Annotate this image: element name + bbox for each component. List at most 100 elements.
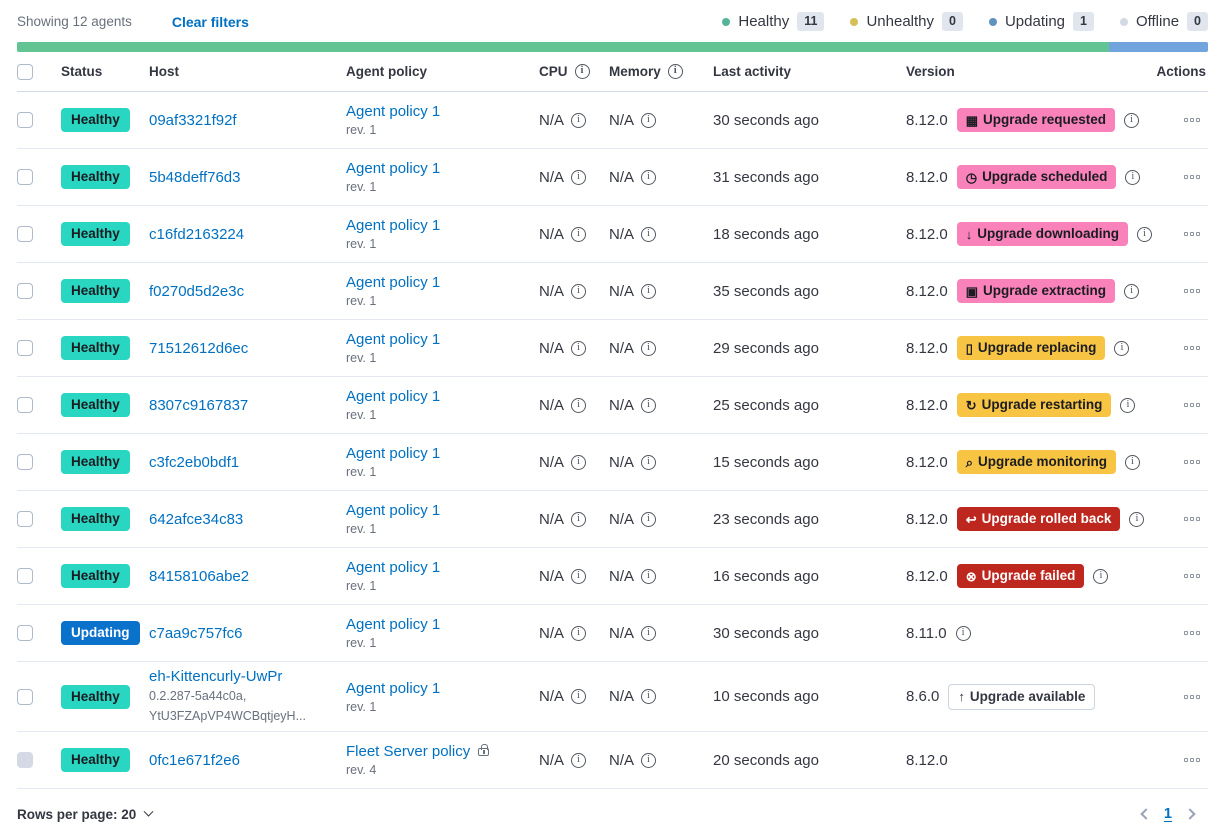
info-icon[interactable] [641, 169, 657, 185]
last-activity-value: 10 seconds ago [713, 688, 819, 706]
agent-policy-link[interactable]: Agent policy 1 [346, 388, 441, 405]
row-checkbox[interactable] [17, 511, 33, 527]
upgrade-info-icon[interactable] [1129, 511, 1145, 527]
host-link[interactable]: c16fd2163224 [149, 225, 245, 243]
info-icon[interactable] [571, 454, 587, 470]
page-number-button[interactable]: 1 [1163, 806, 1172, 823]
legend-item-offline[interactable]: Offline 0 [1119, 12, 1208, 31]
upgrade-info-icon[interactable] [1124, 283, 1140, 299]
agent-policy-link[interactable]: Agent policy 1 [346, 679, 441, 697]
row-checkbox[interactable] [17, 340, 33, 356]
row-actions-button[interactable] [1182, 169, 1202, 185]
info-icon[interactable] [571, 568, 587, 584]
info-icon[interactable] [667, 64, 683, 79]
info-icon[interactable] [571, 689, 587, 705]
host-link[interactable]: 5b48deff76d3 [149, 168, 241, 186]
info-icon[interactable] [641, 112, 657, 128]
row-actions-button[interactable] [1182, 454, 1202, 470]
legend-item-healthy[interactable]: Healthy 11 [722, 12, 825, 31]
info-icon[interactable] [571, 511, 587, 527]
row-actions-button[interactable] [1182, 752, 1202, 768]
info-icon[interactable] [641, 454, 657, 470]
row-actions-button[interactable] [1182, 112, 1202, 128]
select-all-checkbox[interactable] [17, 63, 33, 80]
info-icon[interactable] [641, 226, 657, 242]
row-checkbox[interactable] [17, 625, 33, 641]
cpu-value: N/A [539, 751, 565, 769]
host-link[interactable]: 8307c9167837 [149, 396, 249, 414]
info-icon[interactable] [571, 112, 587, 128]
info-icon[interactable] [641, 283, 657, 299]
upgrade-info-icon[interactable] [1120, 397, 1136, 413]
previous-page-button[interactable] [1140, 808, 1152, 820]
upgrade-status-badge: ▣ Upgrade extracting [956, 278, 1116, 304]
row-actions-button[interactable] [1182, 397, 1202, 413]
upgrade-badge-label: Upgrade requested [983, 111, 1107, 127]
agent-policy-link[interactable]: Agent policy 1 [346, 445, 441, 462]
host-link[interactable]: eh-Kittencurly-UwPr [149, 668, 283, 685]
clear-filters-link[interactable]: Clear filters [171, 13, 249, 30]
next-page-button[interactable] [1184, 808, 1196, 820]
agent-policy-link[interactable]: Agent policy 1 [346, 217, 441, 234]
info-icon[interactable] [571, 226, 587, 242]
info-icon[interactable] [641, 340, 657, 356]
row-checkbox[interactable] [17, 112, 33, 128]
upgrade-info-icon[interactable] [1125, 169, 1141, 185]
upgrade-info-icon[interactable] [1093, 568, 1109, 584]
row-actions-button[interactable] [1182, 625, 1202, 641]
info-icon[interactable] [641, 689, 657, 705]
info-icon[interactable] [641, 511, 657, 527]
info-icon[interactable] [641, 752, 657, 768]
upgrade-info-icon[interactable] [1114, 340, 1130, 356]
version-value: 8.12.0 [906, 510, 948, 528]
row-checkbox[interactable] [17, 283, 33, 299]
info-icon[interactable] [571, 169, 587, 185]
row-actions-button[interactable] [1182, 226, 1202, 242]
row-actions-button[interactable] [1182, 283, 1202, 299]
host-link[interactable]: 71512612d6ec [149, 339, 249, 357]
upgrade-info-icon[interactable] [1125, 454, 1140, 470]
info-icon[interactable] [571, 283, 587, 299]
agent-policy-link[interactable]: Agent policy 1 [346, 559, 441, 576]
host-link[interactable]: 642afce34c83 [149, 510, 244, 528]
rows-per-page-button[interactable]: Rows per page: 20 [17, 806, 154, 822]
legend-item-updating[interactable]: Updating 1 [988, 12, 1094, 31]
row-checkbox[interactable] [17, 169, 33, 185]
row-checkbox[interactable] [17, 752, 33, 769]
info-icon[interactable] [574, 64, 590, 79]
row-actions-button[interactable] [1182, 511, 1202, 527]
info-icon[interactable] [571, 340, 587, 356]
host-link[interactable]: c3fc2eb0bdf1 [149, 453, 240, 471]
upgrade-badge-label: Upgrade rolled back [981, 510, 1112, 526]
agent-policy-link[interactable]: Agent policy 1 [346, 502, 441, 519]
row-checkbox[interactable] [17, 688, 33, 705]
agent-policy-link[interactable]: Agent policy 1 [346, 616, 441, 633]
row-actions-button[interactable] [1182, 568, 1202, 584]
agent-policy-link[interactable]: Agent policy 1 [346, 331, 441, 348]
info-icon[interactable] [641, 568, 657, 584]
host-link[interactable]: 84158106abe2 [149, 567, 250, 585]
host-link[interactable]: 09af3321f92f [149, 111, 237, 129]
info-icon[interactable] [571, 625, 587, 641]
info-icon[interactable] [641, 397, 657, 413]
host-link[interactable]: f0270d5d2e3c [149, 282, 245, 300]
row-actions-button[interactable] [1182, 689, 1202, 705]
agent-policy-link[interactable]: Agent policy 1 [346, 160, 441, 177]
row-checkbox[interactable] [17, 568, 33, 584]
agent-policy-link[interactable]: Agent policy 1 [346, 103, 441, 120]
agent-policy-link[interactable]: Agent policy 1 [346, 274, 441, 291]
host-link[interactable]: 0fc1e671f2e6 [149, 751, 240, 769]
host-link[interactable]: c7aa9c757fc6 [149, 624, 243, 642]
version-info-icon[interactable] [955, 625, 971, 641]
row-checkbox[interactable] [17, 397, 33, 413]
row-checkbox[interactable] [17, 454, 33, 470]
row-checkbox[interactable] [17, 226, 33, 242]
info-icon[interactable] [571, 397, 587, 413]
info-icon[interactable] [641, 625, 657, 641]
info-icon[interactable] [571, 752, 587, 768]
legend-item-unhealthy[interactable]: Unhealthy 0 [850, 12, 963, 31]
row-actions-button[interactable] [1182, 340, 1202, 356]
upgrade-info-icon[interactable] [1136, 226, 1152, 242]
agent-policy-link[interactable]: Fleet Server policy [346, 743, 471, 761]
upgrade-info-icon[interactable] [1124, 112, 1140, 128]
